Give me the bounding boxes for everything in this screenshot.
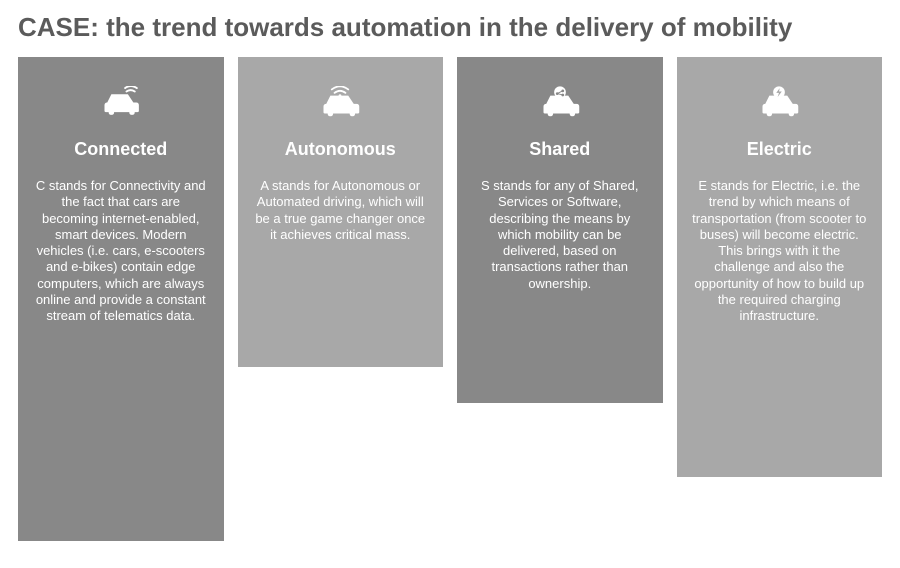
card-title: Autonomous (285, 139, 396, 160)
cards-row: Connected C stands for Connectivity and … (18, 57, 882, 541)
car-wifi-icon (318, 79, 362, 125)
card-title: Connected (74, 139, 167, 160)
car-share-icon (538, 79, 582, 125)
card-electric: Electric E stands for Electric, i.e. the… (677, 57, 883, 477)
car-signal-icon (99, 79, 143, 125)
card-title: Shared (529, 139, 590, 160)
card-description: A stands for Autonomous or Automated dri… (252, 178, 430, 243)
card-description: C stands for Connectivity and the fact t… (32, 178, 210, 324)
card-title: Electric (747, 139, 812, 160)
card-description: S stands for any of Shared, Services or … (471, 178, 649, 292)
page-root: CASE: the trend towards automation in th… (0, 0, 900, 553)
card-connected: Connected C stands for Connectivity and … (18, 57, 224, 541)
card-shared: Shared S stands for any of Shared, Servi… (457, 57, 663, 403)
car-bolt-icon (757, 79, 801, 125)
card-description: E stands for Electric, i.e. the trend by… (691, 178, 869, 324)
page-title: CASE: the trend towards automation in th… (18, 12, 882, 43)
card-autonomous: Autonomous A stands for Autonomous or Au… (238, 57, 444, 367)
